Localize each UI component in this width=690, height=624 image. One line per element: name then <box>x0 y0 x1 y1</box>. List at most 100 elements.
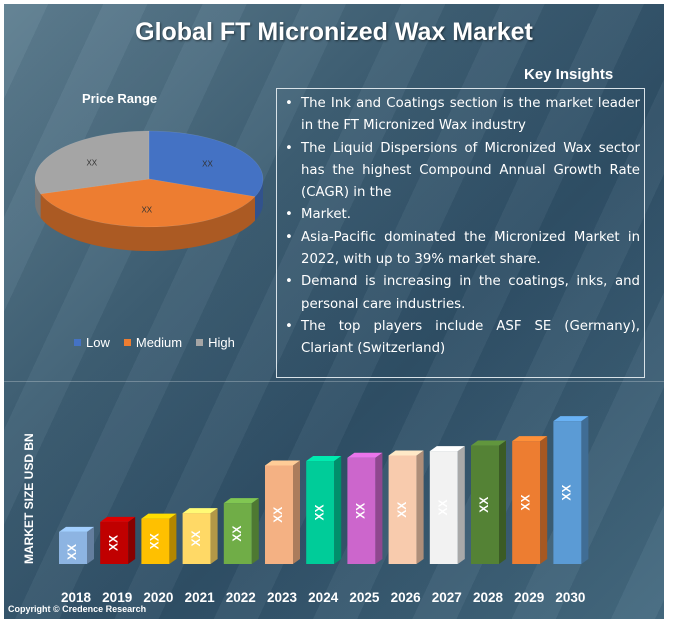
pie-slice-low <box>148 130 264 197</box>
x-tick-label: 2028 <box>473 590 504 605</box>
insight-item: The Ink and Coatings section is the mark… <box>281 93 640 138</box>
bar-data-label: XX <box>65 544 79 560</box>
legend-swatch-medium <box>123 339 131 346</box>
legend-item-high: High <box>196 335 235 350</box>
market-size-bar-chart: XX 2018 XX 2019 XX 2020 XX 2021 XX 2022 XX 2023 XX 20… <box>59 416 589 605</box>
bar-data-label: XX <box>271 507 285 523</box>
key-insights-list: The Ink and Coatings section is the mark… <box>281 93 640 361</box>
legend-swatch-high <box>196 339 204 346</box>
bar-2020: XX <box>141 513 177 564</box>
bar-front <box>471 445 499 564</box>
legend-label-medium: Medium <box>135 335 183 350</box>
pie-sides <box>35 179 263 251</box>
bar-2027: XX <box>429 446 465 564</box>
x-tick-label: 2022 <box>226 590 256 605</box>
bar-side <box>457 446 465 564</box>
bar-top <box>100 516 136 522</box>
x-tick-label: 2026 <box>391 590 422 605</box>
bar-data-label: XX <box>395 502 409 518</box>
bar-2024: XX <box>306 456 342 564</box>
x-tick-label: 2025 <box>349 590 380 605</box>
bar-front <box>265 465 293 564</box>
x-tick-label: 2019 <box>102 590 132 605</box>
bar-2026: XX <box>388 450 424 564</box>
bar-front <box>388 455 417 564</box>
insight-item: The Liquid Dispersions of Micronized Wax… <box>281 138 640 205</box>
bar-top <box>471 440 506 446</box>
pie-data-label: XX <box>141 206 152 215</box>
bar-top <box>141 513 177 519</box>
bar-2030: XX <box>553 416 589 564</box>
bar-2028: XX <box>471 440 506 564</box>
x-tick-label: 2029 <box>514 590 544 605</box>
bar-side <box>416 450 424 564</box>
bar-front <box>347 457 376 564</box>
key-insights-box: The Ink and Coatings section is the mark… <box>276 88 645 378</box>
section-divider <box>4 381 664 382</box>
price-range-pie-chart: XX XX XX <box>34 130 264 251</box>
pie-slice-high <box>34 130 150 195</box>
bar-top <box>347 452 383 458</box>
bar-top <box>223 498 259 504</box>
pie-data-label: XX <box>86 159 97 168</box>
bar-top <box>388 450 424 456</box>
bar-2025: XX <box>347 452 383 564</box>
legend-item-medium: Medium <box>123 335 183 350</box>
pie-slice-side <box>40 193 255 251</box>
bar-side <box>128 516 136 564</box>
key-insights-heading: Key Insights <box>524 66 614 83</box>
bar-front <box>59 531 87 564</box>
insight-item: The top players include ASF SE (Germany)… <box>281 316 640 361</box>
insight-item: Market. <box>281 204 640 227</box>
bar-side <box>540 436 548 564</box>
bar-side <box>210 508 218 564</box>
bar-side <box>581 416 589 564</box>
x-tick-label: 2021 <box>185 590 216 605</box>
page-title: Global FT Micronized Wax Market <box>135 18 533 46</box>
bar-data-label: XX <box>230 526 244 542</box>
bar-data-label: XX <box>518 495 532 511</box>
bar-data-label: XX <box>560 485 574 501</box>
bar-2022: XX <box>223 498 259 564</box>
bar-data-label: XX <box>477 497 491 513</box>
bar-front <box>182 513 211 564</box>
bar-data-label: XX <box>106 535 120 551</box>
x-tick-label: 2023 <box>267 590 298 605</box>
bar-front <box>512 441 541 564</box>
bar-top <box>429 446 465 452</box>
legend-label-low: Low <box>86 335 110 350</box>
bar-top <box>306 456 342 462</box>
bar-side <box>87 526 94 564</box>
bar-front <box>223 503 252 564</box>
bar-top <box>59 526 94 532</box>
x-tick-label: 2018 <box>61 590 92 605</box>
pie-data-label: XX <box>202 159 213 168</box>
bar-side <box>334 456 342 564</box>
x-tick-label: 2030 <box>555 590 585 605</box>
infographic: Global FT Micronized Wax Market Price Ra… <box>4 4 664 619</box>
legend-item-low: Low <box>74 335 110 350</box>
bar-side <box>375 452 383 564</box>
copyright-text: Copyright © Credence Research <box>8 604 147 614</box>
pie-slice-side <box>35 179 41 218</box>
bar-2019: XX <box>100 516 136 564</box>
bar-top <box>553 416 589 422</box>
bar-top <box>512 436 548 442</box>
insight-item: Asia-Pacific dominated the Micronized Ma… <box>281 227 640 272</box>
bar-2023: XX <box>265 460 300 564</box>
bar-side <box>251 498 259 564</box>
insight-item: Demand is increasing in the coatings, in… <box>281 271 640 316</box>
bar-side <box>293 460 300 564</box>
bar-data-label: XX <box>354 503 368 519</box>
bar-front <box>100 521 129 564</box>
x-tick-label: 2024 <box>308 590 339 605</box>
bar-front <box>429 451 458 564</box>
bar-data-label: XX <box>436 500 450 516</box>
bar-top <box>182 508 218 514</box>
bar-data-label: XX <box>148 533 162 549</box>
x-tick-label: 2020 <box>143 590 173 605</box>
x-tick-label: 2027 <box>432 590 462 605</box>
bar-2018: XX <box>59 526 94 564</box>
bar-front <box>553 421 582 564</box>
bar-data-label: XX <box>312 505 326 521</box>
